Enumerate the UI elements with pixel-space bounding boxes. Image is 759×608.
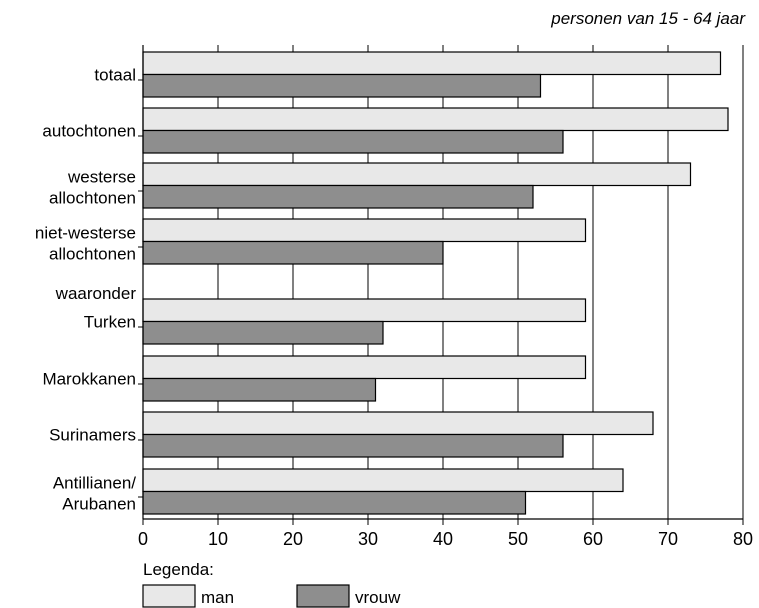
category-label-2-1: allochtonen bbox=[49, 189, 136, 208]
chart-subtitle: personen van 15 - 64 jaar bbox=[550, 9, 746, 28]
bar-man-3 bbox=[142, 218, 587, 243]
bar-vrouw-6 bbox=[142, 377, 377, 402]
x-tick-label-30: 30 bbox=[358, 529, 378, 549]
bar-vrouw-5 bbox=[142, 320, 384, 345]
category-label-8-0: Antillianen/ bbox=[53, 474, 136, 493]
bar-man-0 bbox=[142, 51, 722, 76]
x-tick-label-10: 10 bbox=[208, 529, 228, 549]
legend-swatch-vrouw bbox=[296, 584, 350, 608]
bar-man-2 bbox=[142, 162, 692, 187]
bar-man-8 bbox=[142, 468, 624, 493]
bars bbox=[142, 51, 729, 515]
category-label-0: totaal bbox=[94, 66, 136, 85]
x-tick-label-0: 0 bbox=[138, 529, 148, 549]
x-tick-label-70: 70 bbox=[658, 529, 678, 549]
category-label-8-1: Arubanen bbox=[62, 495, 136, 514]
category-label-7: Surinamers bbox=[49, 426, 136, 445]
legend: Legenda: man vrouw bbox=[142, 560, 401, 608]
category-label-5: Turken bbox=[84, 313, 136, 332]
bar-man-5 bbox=[142, 298, 587, 323]
bar-vrouw-3 bbox=[142, 240, 444, 265]
category-label-1: autochtonen bbox=[42, 122, 136, 141]
bar-vrouw-8 bbox=[142, 490, 527, 515]
category-heading: waaronder bbox=[55, 284, 137, 303]
x-tick-label-20: 20 bbox=[283, 529, 303, 549]
x-axis: 0 10 20 30 40 50 60 70 80 bbox=[138, 45, 753, 549]
category-label-6: Marokkanen bbox=[42, 370, 136, 389]
legend-title: Legenda: bbox=[143, 560, 214, 579]
bar-vrouw-0 bbox=[142, 73, 542, 98]
bar-man-7 bbox=[142, 411, 654, 436]
bar-man-1 bbox=[142, 107, 729, 132]
legend-swatch-man bbox=[142, 584, 196, 608]
x-tick-label-60: 60 bbox=[583, 529, 603, 549]
bar-vrouw-1 bbox=[142, 129, 564, 154]
x-tick-label-40: 40 bbox=[433, 529, 453, 549]
bar-man-6 bbox=[142, 355, 587, 380]
category-labels: totaal autochtonen westerse allochtonen niet… bbox=[35, 66, 136, 514]
bar-vrouw-7 bbox=[142, 433, 564, 458]
legend-label-man: man bbox=[201, 588, 234, 607]
legend-label-vrouw: vrouw bbox=[355, 588, 401, 607]
bar-vrouw-2 bbox=[142, 184, 534, 209]
x-tick-label-50: 50 bbox=[508, 529, 528, 549]
category-label-3-0: niet-westerse bbox=[35, 224, 136, 243]
category-label-3-1: allochtonen bbox=[49, 245, 136, 264]
category-label-2-0: westerse bbox=[67, 168, 136, 187]
x-tick-label-80: 80 bbox=[733, 529, 753, 549]
